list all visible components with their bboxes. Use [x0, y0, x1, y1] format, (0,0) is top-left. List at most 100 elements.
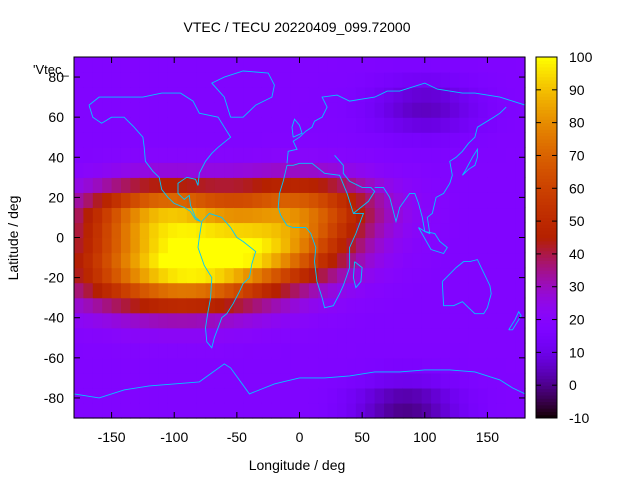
colorbar-segment [536, 253, 557, 258]
heatmap-cell [431, 342, 442, 359]
heatmap-cell [299, 387, 310, 404]
colorbar-segment [536, 66, 557, 71]
y-tick-label: 40 [48, 149, 64, 165]
heatmap-cell [431, 147, 442, 163]
heatmap-cell [515, 402, 526, 419]
heatmap-cell [346, 357, 357, 374]
heatmap-cell [92, 72, 103, 88]
heatmap-cell [252, 327, 263, 344]
heatmap-cell [280, 387, 291, 404]
heatmap-cell [487, 177, 498, 193]
heatmap-cell [102, 177, 113, 193]
heatmap-cell [337, 102, 348, 118]
heatmap-cell [299, 252, 310, 269]
heatmap-cell [346, 387, 357, 404]
colorbar-segment [536, 270, 557, 275]
colorbar-tick-label: 80 [569, 115, 585, 131]
heatmap-cell [149, 147, 160, 163]
heatmap-cell [139, 102, 150, 118]
heatmap-cell [374, 57, 385, 73]
heatmap-cell [440, 402, 451, 419]
heatmap-cell [515, 222, 526, 239]
heatmap-cell [496, 357, 507, 374]
heatmap-cell [111, 57, 122, 73]
heatmap-cell [83, 207, 94, 224]
heatmap-cell [120, 342, 131, 359]
heatmap-cell [120, 402, 131, 419]
heatmap-cell [167, 402, 178, 419]
heatmap-cell [271, 357, 282, 374]
heatmap-cell [449, 342, 460, 359]
heatmap-cell [337, 222, 348, 239]
heatmap-cell [496, 192, 507, 209]
heatmap-cell [252, 312, 263, 329]
heatmap-cell [111, 402, 122, 419]
heatmap-cell [196, 147, 207, 163]
heatmap-cell [308, 357, 319, 374]
heatmap-cell [346, 147, 357, 163]
heatmap-cell [468, 312, 479, 329]
heatmap-cell [92, 222, 103, 239]
heatmap-cell [74, 297, 84, 314]
heatmap-cell [384, 87, 395, 103]
heatmap-cell [459, 282, 470, 299]
heatmap-cell [487, 207, 498, 224]
heatmap-cell [318, 402, 329, 419]
heatmap-cell [421, 222, 432, 239]
colorbar-segment [536, 276, 557, 281]
heatmap-cell [177, 102, 188, 118]
heatmap-cell [167, 282, 178, 299]
heatmap-cell [459, 102, 470, 118]
heatmap-cell [431, 402, 442, 419]
heatmap-cell [271, 282, 282, 299]
heatmap-cell [120, 267, 131, 284]
heatmap-cell [280, 147, 291, 163]
heatmap-cell [506, 117, 517, 133]
heatmap-cell [252, 102, 263, 118]
heatmap-cell [74, 372, 84, 389]
heatmap-cell [271, 147, 282, 163]
heatmap-cell [102, 252, 113, 269]
heatmap-cell [431, 252, 442, 269]
heatmap-cell [431, 72, 442, 88]
heatmap-cell [346, 57, 357, 73]
heatmap-cell [346, 102, 357, 118]
heatmap-cell [130, 117, 141, 133]
heatmap-cell [327, 207, 338, 224]
heatmap-cell [355, 387, 366, 404]
heatmap-cell [92, 207, 103, 224]
heatmap-cell [308, 372, 319, 389]
heatmap-cell [205, 132, 216, 148]
colorbar-segment [536, 352, 557, 357]
heatmap-cell [346, 297, 357, 314]
heatmap-cell [506, 147, 517, 163]
x-tick-label: -100 [160, 429, 188, 445]
heatmap-cell [506, 222, 517, 239]
heatmap-cell [440, 147, 451, 163]
heatmap-cell [158, 147, 169, 163]
heatmap-cell [487, 222, 498, 239]
heatmap-cell [74, 87, 84, 103]
heatmap-cell [196, 222, 207, 239]
heatmap-cell [130, 282, 141, 299]
colorbar-segment [536, 158, 557, 163]
heatmap-cell [271, 102, 282, 118]
heatmap-cell [449, 162, 460, 178]
heatmap-cell [111, 177, 122, 193]
heatmap-cell [139, 192, 150, 209]
heatmap-cell [421, 327, 432, 344]
plot-area [73, 57, 526, 419]
heatmap-cell [233, 57, 244, 73]
heatmap-cell [459, 177, 470, 193]
heatmap-cell [449, 117, 460, 133]
heatmap-cell [365, 402, 376, 419]
heatmap-cell [478, 57, 489, 73]
colorbar-segment [536, 112, 557, 117]
heatmap-cell [149, 327, 160, 344]
heatmap-cell [252, 372, 263, 389]
heatmap-cell [252, 237, 263, 254]
heatmap-cell [346, 132, 357, 148]
heatmap-cell [186, 87, 197, 103]
colorbar-segment [536, 171, 557, 176]
heatmap-cell [431, 297, 442, 314]
